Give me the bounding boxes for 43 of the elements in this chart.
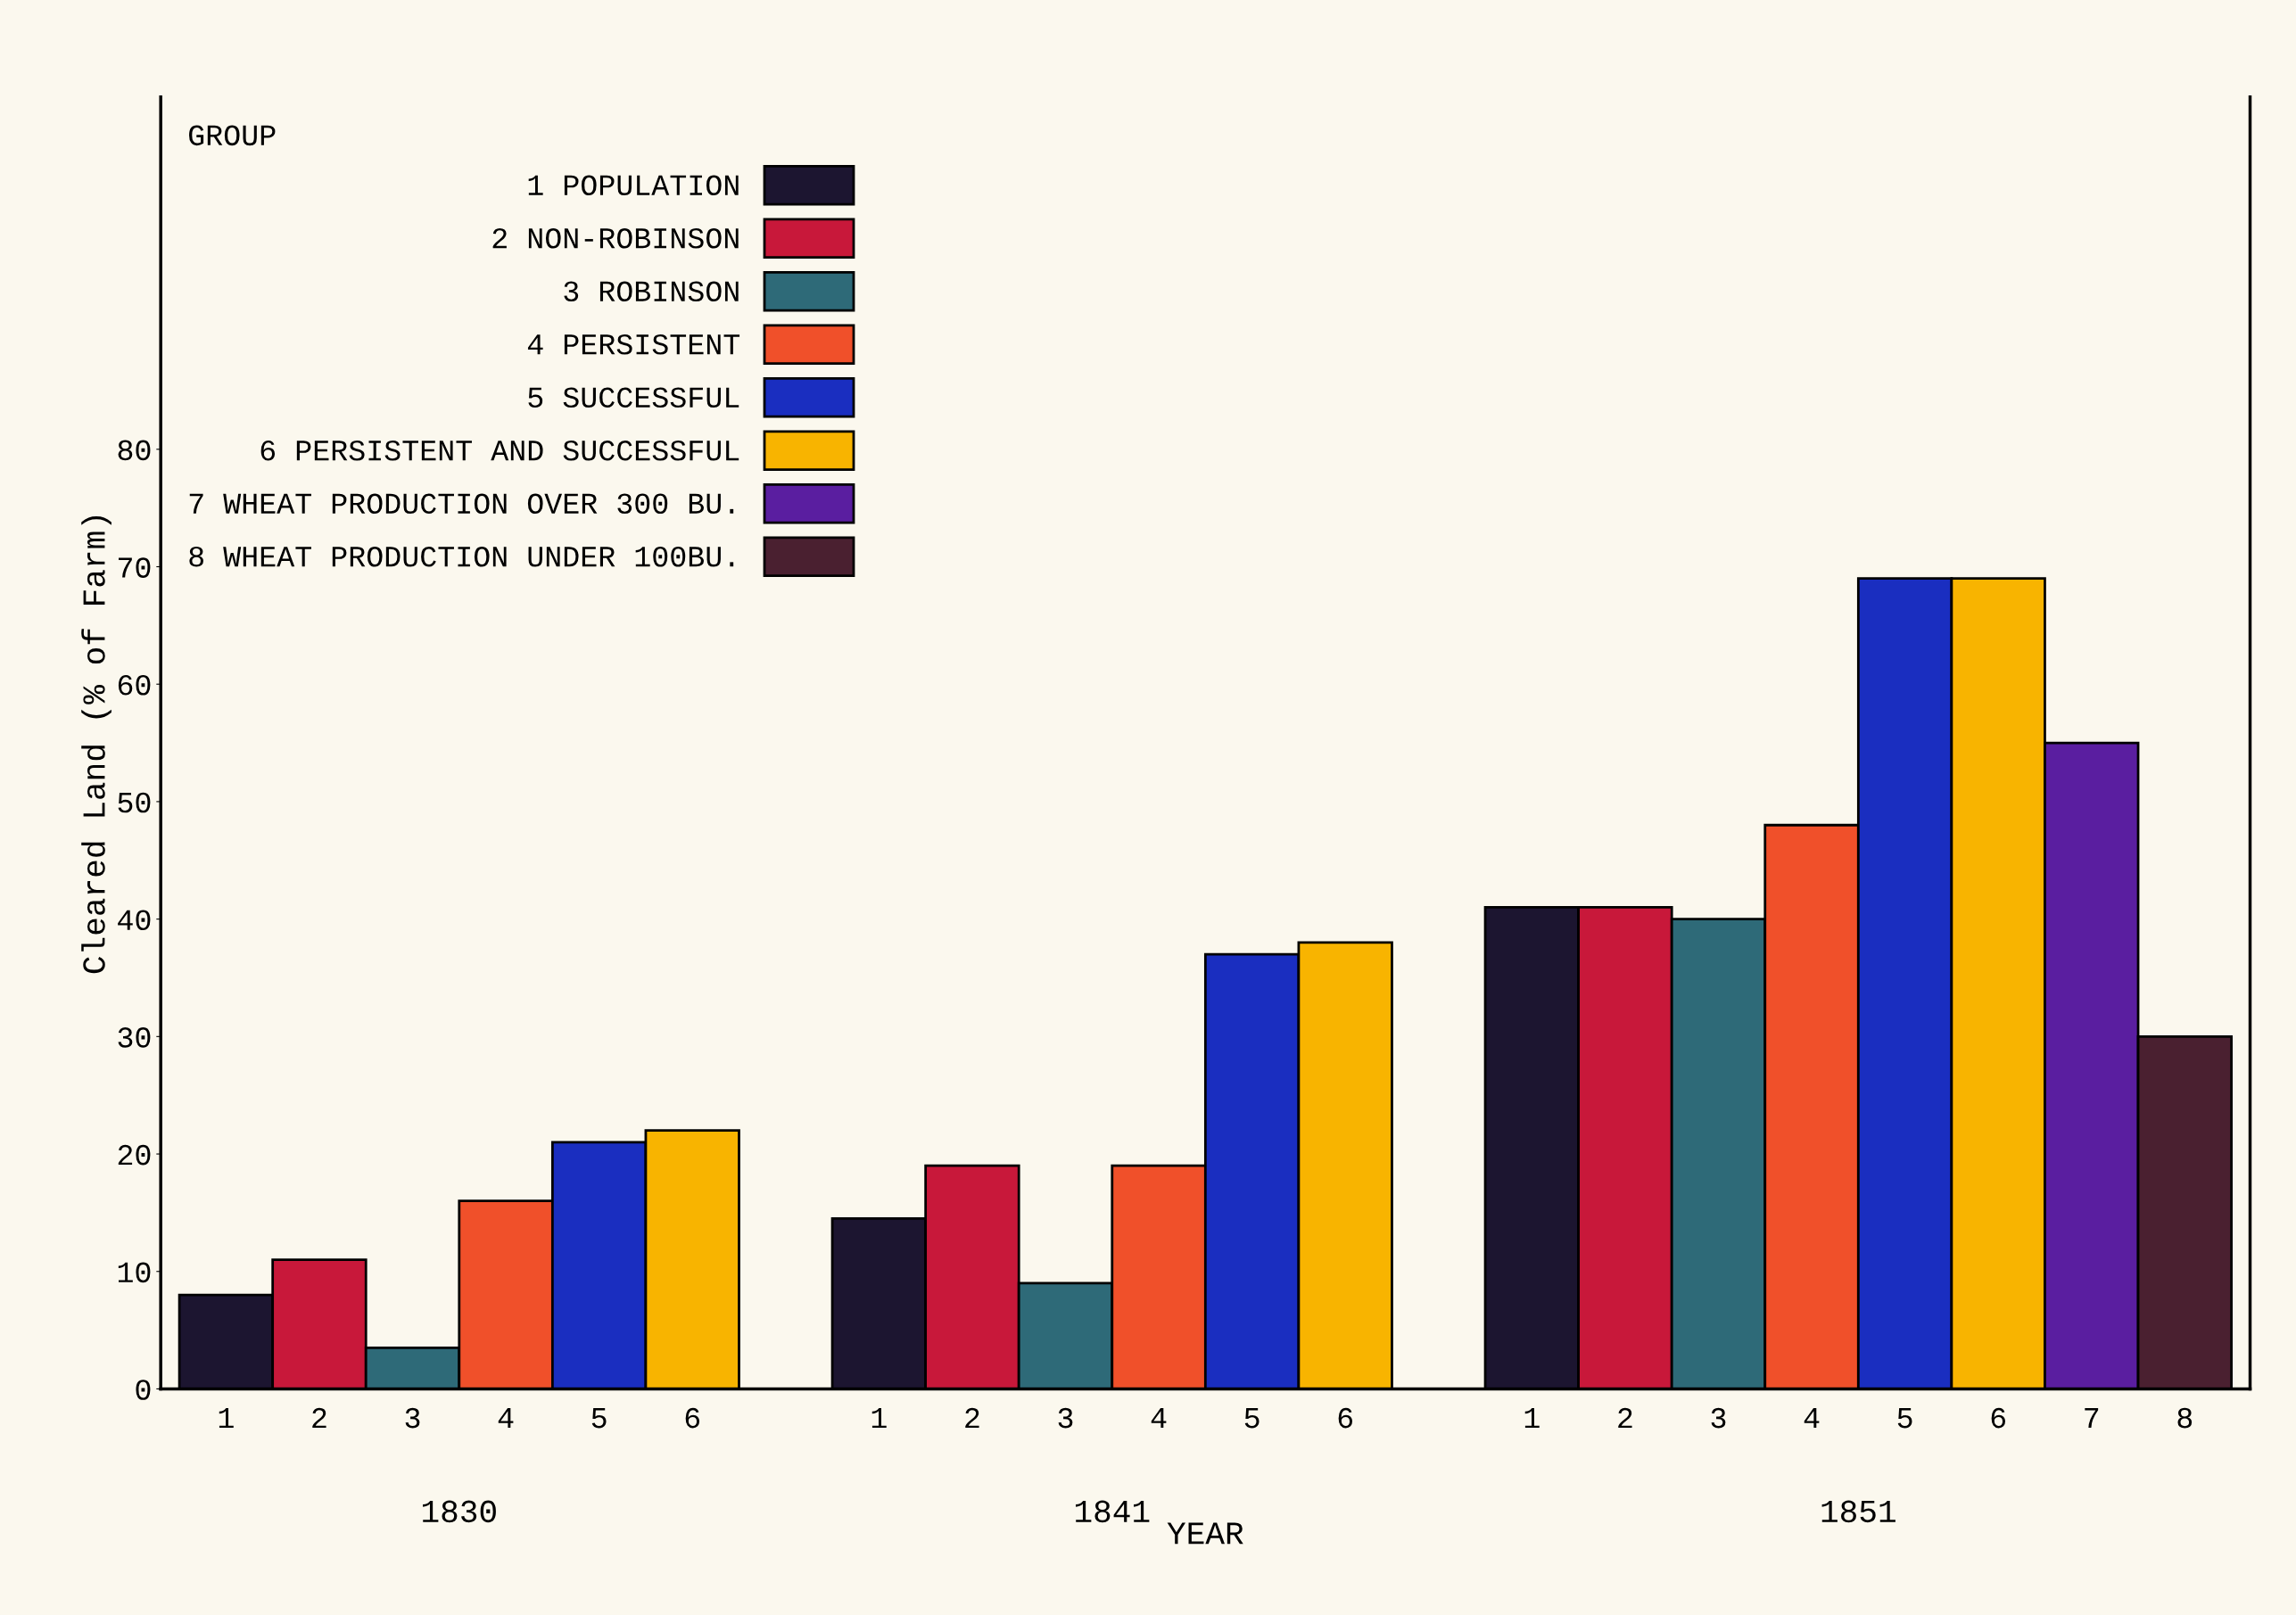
- x-tick-label: 8: [2177, 1407, 2193, 1429]
- legend-label: 1 POPULATION: [528, 175, 739, 196]
- x-tick-label: 1: [219, 1408, 234, 1429]
- y-tick-label: 80: [118, 440, 151, 461]
- y-tick-label: 40: [118, 910, 151, 931]
- x-tick-label: 5: [1244, 1408, 1259, 1429]
- x-tick-label: 1: [1524, 1408, 1540, 1429]
- y-tick-label: 50: [118, 792, 151, 813]
- x-tick-label: 6: [1338, 1407, 1353, 1429]
- x-tick-label: 3: [1058, 1407, 1073, 1429]
- text: 1841: [1076, 1500, 1150, 1523]
- legend-label: 7 WHEAT PRODUCTION OVER 300 BU.: [189, 493, 734, 515]
- x-tick-label: 3: [405, 1407, 420, 1429]
- y-axis-title: Cleared Land (% of Farm): [81, 516, 111, 974]
- legend-label: 5 SUCCESSFUL: [528, 387, 739, 408]
- y-tick-label: 70: [119, 557, 151, 578]
- legend-label: 4 PERSISTENT: [527, 334, 740, 355]
- legend-label: 2 NON-ROBINSON: [492, 227, 739, 249]
- x-tick-label: 4: [498, 1408, 514, 1429]
- legend-label: 3 ROBINSON: [564, 281, 739, 302]
- x-tick-label: 2: [1618, 1407, 1632, 1429]
- x-tick-label: 6: [685, 1407, 700, 1429]
- x-tick-label: 7: [2085, 1408, 2099, 1429]
- x-tick-label: 5: [1897, 1408, 1912, 1429]
- x-tick-label: 4: [1151, 1408, 1167, 1429]
- y-tick-label: 60: [118, 674, 151, 696]
- y-tick-label: 10: [118, 1262, 151, 1283]
- x-tick-label: 6: [1991, 1407, 2006, 1429]
- x-tick-label: 2: [312, 1407, 326, 1429]
- text: 1851: [1821, 1500, 1895, 1523]
- x-tick-label: 5: [591, 1408, 607, 1429]
- y-tick-label: 30: [118, 1027, 151, 1048]
- y-tick-label: 0: [136, 1380, 151, 1400]
- y-tick-label: 20: [118, 1144, 151, 1166]
- x-tick-label: 4: [1804, 1408, 1820, 1429]
- legend-title: GROUP: [189, 125, 276, 146]
- text: 1830: [423, 1500, 496, 1523]
- legend-label: 6 PERSISTENT AND SUCCESSFUL: [260, 440, 739, 461]
- x-axis-title: YEAR: [1167, 1522, 1243, 1545]
- x-tick-label: 3: [1711, 1407, 1726, 1429]
- x-tick-label: 2: [965, 1407, 979, 1429]
- x-tick-label: 1: [871, 1408, 887, 1429]
- legend-label: 8 WHEAT PRODUCTION UNDER 100BU.: [189, 546, 734, 567]
